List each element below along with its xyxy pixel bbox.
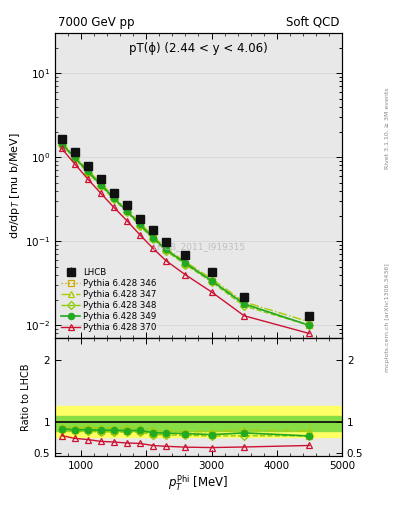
Text: mcplots.cern.ch [arXiv:1306.3436]: mcplots.cern.ch [arXiv:1306.3436] [385, 263, 390, 372]
Pythia 6.428 348 [163, 248, 168, 254]
Pythia 6.428 370 [242, 313, 246, 319]
Pythia 6.428 346 [242, 301, 246, 307]
Pythia 6.428 349 [209, 278, 214, 284]
Pythia 6.428 347 [98, 180, 103, 186]
Text: pT(ϕ) (2.44 < y < 4.06): pT(ϕ) (2.44 < y < 4.06) [129, 42, 268, 55]
Line: Pythia 6.428 346: Pythia 6.428 346 [59, 141, 312, 329]
Pythia 6.428 346 [151, 235, 155, 241]
Pythia 6.428 349 [98, 181, 103, 187]
Pythia 6.428 347 [72, 153, 77, 159]
Text: Soft QCD: Soft QCD [286, 16, 339, 29]
Pythia 6.428 348 [125, 209, 129, 215]
Pythia 6.428 348 [209, 279, 214, 285]
Pythia 6.428 348 [85, 169, 90, 176]
Pythia 6.428 347 [242, 299, 246, 305]
Y-axis label: dσ/dp$_T$ [mu b/MeV]: dσ/dp$_T$ [mu b/MeV] [8, 133, 22, 239]
Pythia 6.428 370 [209, 289, 214, 295]
Pythia 6.428 347 [163, 245, 168, 251]
Pythia 6.428 346 [59, 141, 64, 147]
Bar [55, 416, 342, 431]
Text: Rivet 3.1.10, ≥ 3M events: Rivet 3.1.10, ≥ 3M events [385, 87, 390, 169]
Pythia 6.428 346 [72, 155, 77, 161]
Pythia 6.428 370 [138, 231, 142, 238]
Legend: LHCB, Pythia 6.428 346, Pythia 6.428 347, Pythia 6.428 348, Pythia 6.428 349, Py: LHCB, Pythia 6.428 346, Pythia 6.428 347… [59, 266, 158, 334]
Pythia 6.428 347 [307, 319, 312, 325]
Pythia 6.428 346 [111, 195, 116, 201]
Line: Pythia 6.428 349: Pythia 6.428 349 [59, 140, 312, 329]
Pythia 6.428 349 [163, 246, 168, 252]
Pythia 6.428 370 [72, 161, 77, 167]
Pythia 6.428 370 [98, 190, 103, 196]
Pythia 6.428 346 [183, 261, 188, 267]
Pythia 6.428 347 [85, 167, 90, 173]
Pythia 6.428 348 [59, 141, 64, 147]
Pythia 6.428 349 [307, 322, 312, 328]
Pythia 6.428 346 [98, 182, 103, 188]
Pythia 6.428 348 [242, 303, 246, 309]
Pythia 6.428 370 [59, 145, 64, 152]
Pythia 6.428 348 [307, 322, 312, 328]
Line: Pythia 6.428 370: Pythia 6.428 370 [59, 145, 312, 336]
Pythia 6.428 348 [183, 262, 188, 268]
Pythia 6.428 347 [125, 206, 129, 212]
Pythia 6.428 346 [307, 322, 312, 328]
Pythia 6.428 370 [183, 272, 188, 278]
Pythia 6.428 370 [125, 218, 129, 224]
Pythia 6.428 349 [151, 234, 155, 241]
Pythia 6.428 349 [85, 168, 90, 175]
Pythia 6.428 370 [151, 245, 155, 251]
Pythia 6.428 349 [242, 301, 246, 307]
Pythia 6.428 349 [111, 195, 116, 201]
Pythia 6.428 346 [209, 278, 214, 284]
Pythia 6.428 347 [183, 259, 188, 265]
Pythia 6.428 349 [72, 154, 77, 160]
Pythia 6.428 348 [111, 196, 116, 202]
Y-axis label: Ratio to LHCB: Ratio to LHCB [21, 363, 31, 431]
Pythia 6.428 346 [163, 247, 168, 253]
Pythia 6.428 349 [183, 260, 188, 266]
Line: Pythia 6.428 348: Pythia 6.428 348 [59, 142, 312, 328]
Pythia 6.428 348 [151, 236, 155, 242]
Line: Pythia 6.428 347: Pythia 6.428 347 [59, 139, 312, 325]
Pythia 6.428 347 [151, 233, 155, 239]
Pythia 6.428 347 [111, 194, 116, 200]
Pythia 6.428 370 [163, 258, 168, 264]
Pythia 6.428 347 [209, 275, 214, 282]
Pythia 6.428 348 [98, 183, 103, 189]
Bar [55, 407, 342, 437]
Pythia 6.428 347 [59, 139, 64, 145]
Text: LHCB_2011_I919315: LHCB_2011_I919315 [152, 242, 245, 251]
Pythia 6.428 349 [125, 208, 129, 214]
Pythia 6.428 346 [125, 208, 129, 215]
Pythia 6.428 349 [138, 221, 142, 227]
Pythia 6.428 348 [138, 223, 142, 229]
Pythia 6.428 346 [85, 168, 90, 175]
Pythia 6.428 370 [307, 330, 312, 336]
Pythia 6.428 370 [85, 176, 90, 182]
X-axis label: $p_T^{\rm Phi}$ [MeV]: $p_T^{\rm Phi}$ [MeV] [168, 473, 229, 493]
Pythia 6.428 347 [138, 220, 142, 226]
Pythia 6.428 370 [111, 204, 116, 210]
Text: 7000 GeV pp: 7000 GeV pp [58, 16, 134, 29]
Pythia 6.428 346 [138, 222, 142, 228]
Pythia 6.428 348 [72, 155, 77, 161]
Pythia 6.428 349 [59, 140, 64, 146]
